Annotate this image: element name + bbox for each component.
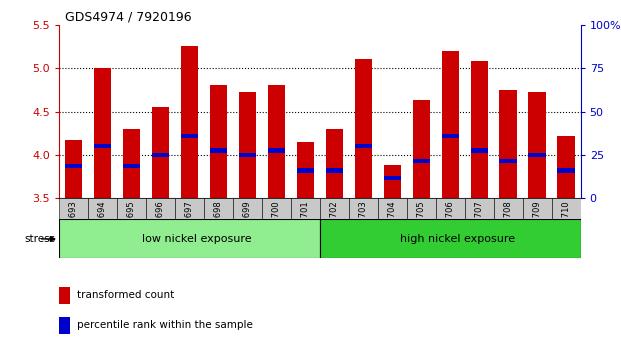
FancyBboxPatch shape <box>378 198 407 257</box>
Text: GSM992697: GSM992697 <box>185 201 194 251</box>
Bar <box>238 153 256 157</box>
Text: GSM992699: GSM992699 <box>243 201 252 251</box>
Text: GSM992696: GSM992696 <box>156 201 165 251</box>
Text: percentile rank within the sample: percentile rank within the sample <box>77 320 253 330</box>
Bar <box>297 168 314 173</box>
FancyBboxPatch shape <box>551 198 581 257</box>
FancyBboxPatch shape <box>262 198 291 257</box>
FancyBboxPatch shape <box>175 198 204 257</box>
FancyBboxPatch shape <box>320 198 349 257</box>
Bar <box>123 129 140 198</box>
FancyBboxPatch shape <box>233 198 262 257</box>
Text: high nickel exposure: high nickel exposure <box>400 234 515 244</box>
Text: GSM992701: GSM992701 <box>301 201 310 251</box>
Bar <box>528 92 546 198</box>
Text: GSM992702: GSM992702 <box>330 201 339 251</box>
Bar <box>384 176 401 181</box>
Bar <box>528 153 546 157</box>
Text: GSM992698: GSM992698 <box>214 201 223 251</box>
Bar <box>558 168 575 173</box>
Text: GSM992703: GSM992703 <box>359 201 368 251</box>
Bar <box>499 90 517 198</box>
Bar <box>59 287 70 304</box>
FancyBboxPatch shape <box>146 198 175 257</box>
Bar <box>297 142 314 198</box>
FancyBboxPatch shape <box>59 198 88 257</box>
Text: GSM992708: GSM992708 <box>504 201 513 251</box>
Text: transformed count: transformed count <box>77 290 175 300</box>
Text: GSM992709: GSM992709 <box>533 201 542 251</box>
Bar <box>65 164 82 168</box>
Bar <box>268 85 285 198</box>
Text: GSM992707: GSM992707 <box>474 201 484 251</box>
Bar <box>65 140 82 198</box>
FancyBboxPatch shape <box>291 198 320 257</box>
Bar <box>238 92 256 198</box>
Bar <box>355 59 372 198</box>
Bar <box>59 317 70 334</box>
FancyBboxPatch shape <box>320 219 581 258</box>
Bar <box>181 133 198 138</box>
Text: GSM992704: GSM992704 <box>388 201 397 251</box>
Text: GSM992706: GSM992706 <box>446 201 455 251</box>
Bar <box>152 153 169 157</box>
Bar <box>558 136 575 198</box>
Bar <box>325 129 343 198</box>
Bar <box>210 85 227 198</box>
Text: GSM992694: GSM992694 <box>98 201 107 251</box>
Bar <box>471 61 488 198</box>
FancyBboxPatch shape <box>407 198 436 257</box>
Text: GSM992700: GSM992700 <box>272 201 281 251</box>
Text: GSM992710: GSM992710 <box>561 201 571 251</box>
Bar <box>471 148 488 153</box>
FancyBboxPatch shape <box>349 198 378 257</box>
Bar <box>412 159 430 163</box>
Bar <box>123 164 140 168</box>
Bar <box>412 100 430 198</box>
Bar <box>152 107 169 198</box>
Bar <box>94 68 111 198</box>
Bar <box>355 144 372 148</box>
Bar <box>181 46 198 198</box>
FancyBboxPatch shape <box>59 219 320 258</box>
Text: low nickel exposure: low nickel exposure <box>142 234 252 244</box>
FancyBboxPatch shape <box>523 198 551 257</box>
Text: GSM992695: GSM992695 <box>127 201 136 251</box>
FancyBboxPatch shape <box>494 198 523 257</box>
FancyBboxPatch shape <box>465 198 494 257</box>
Bar <box>210 148 227 153</box>
FancyBboxPatch shape <box>88 198 117 257</box>
Bar <box>94 144 111 148</box>
Text: GSM992705: GSM992705 <box>417 201 426 251</box>
Text: GSM992693: GSM992693 <box>69 201 78 251</box>
Bar <box>442 51 459 198</box>
Bar <box>442 133 459 138</box>
Text: stress: stress <box>25 234 56 244</box>
FancyBboxPatch shape <box>117 198 146 257</box>
Bar <box>499 159 517 163</box>
FancyBboxPatch shape <box>436 198 465 257</box>
Bar <box>268 148 285 153</box>
FancyBboxPatch shape <box>204 198 233 257</box>
Bar <box>325 168 343 173</box>
Bar <box>384 165 401 198</box>
Text: GDS4974 / 7920196: GDS4974 / 7920196 <box>65 10 192 23</box>
